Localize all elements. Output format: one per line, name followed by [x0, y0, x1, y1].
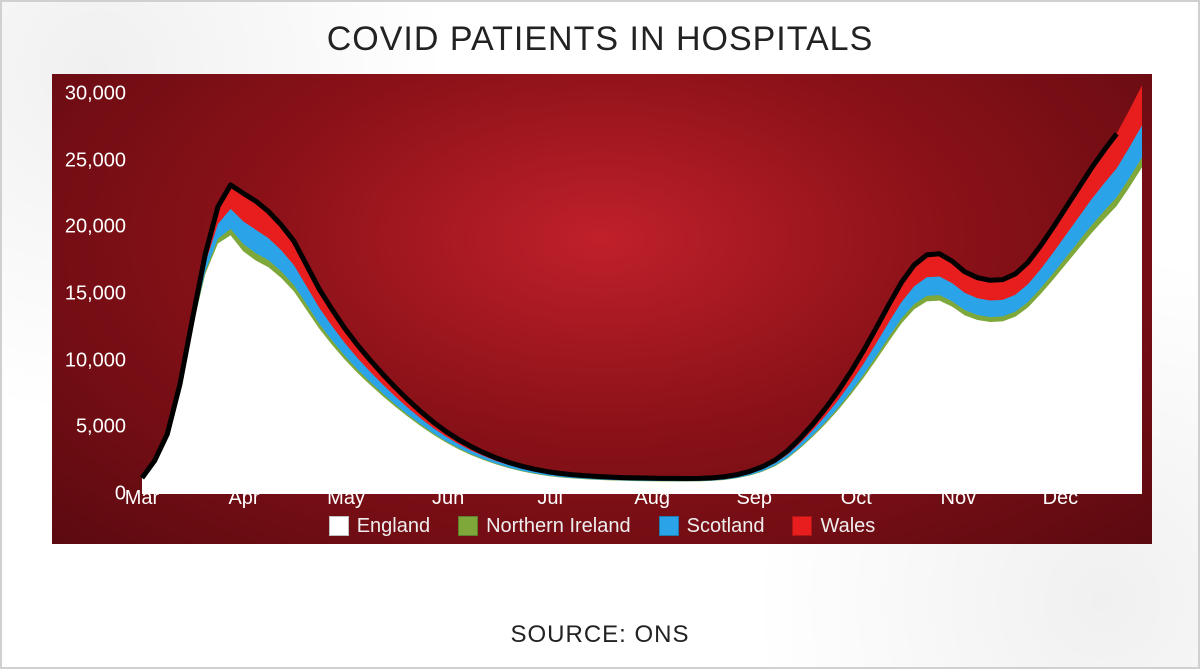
y-axis: 05,00010,00015,00020,00025,00030,000 [52, 74, 132, 544]
legend-item-wales: Wales [792, 515, 875, 538]
x-tick-label: Mar [125, 487, 159, 510]
x-tick-label: May [327, 487, 365, 510]
legend-label: Wales [820, 515, 875, 538]
y-tick-label: 25,000 [52, 149, 132, 172]
legend-label: Scotland [687, 515, 765, 538]
y-tick-label: 5,000 [52, 416, 132, 439]
y-tick-label: 15,000 [52, 283, 132, 306]
x-tick-label: Oct [841, 487, 872, 510]
x-tick-label: Aug [634, 487, 670, 510]
y-tick-label: 10,000 [52, 349, 132, 372]
legend-swatch [458, 516, 478, 536]
legend-label: Northern Ireland [486, 515, 631, 538]
chart-svg [52, 74, 1152, 544]
x-tick-label: Sep [736, 487, 772, 510]
chart-title: COVID PATIENTS IN HOSPITALS [2, 20, 1198, 59]
legend-label: England [357, 515, 430, 538]
y-tick-label: 30,000 [52, 83, 132, 106]
legend-item-scotland: Scotland [659, 515, 765, 538]
x-tick-label: Dec [1043, 487, 1079, 510]
x-axis: Mar Apr May Jun Jul Aug Sep Oct Nov Dec [52, 482, 1152, 514]
legend-item-northern_ireland: Northern Ireland [458, 515, 631, 538]
area-england [142, 167, 1142, 494]
plot-area: 05,00010,00015,00020,00025,00030,000 Mar… [52, 74, 1152, 544]
x-tick-label: Nov [941, 487, 977, 510]
x-tick-label: Jul [537, 487, 563, 510]
x-tick-label: Jun [432, 487, 464, 510]
legend-swatch [329, 516, 349, 536]
source-label: SOURCE: ONS [2, 621, 1198, 649]
legend-swatch [792, 516, 812, 536]
legend: England Northern Ireland Scotland Wales [52, 511, 1152, 543]
chart-frame: COVID PATIENTS IN HOSPITALS 05,00010,000… [0, 0, 1200, 669]
legend-swatch [659, 516, 679, 536]
y-tick-label: 20,000 [52, 216, 132, 239]
legend-item-england: England [329, 515, 430, 538]
x-tick-label: Apr [228, 487, 259, 510]
